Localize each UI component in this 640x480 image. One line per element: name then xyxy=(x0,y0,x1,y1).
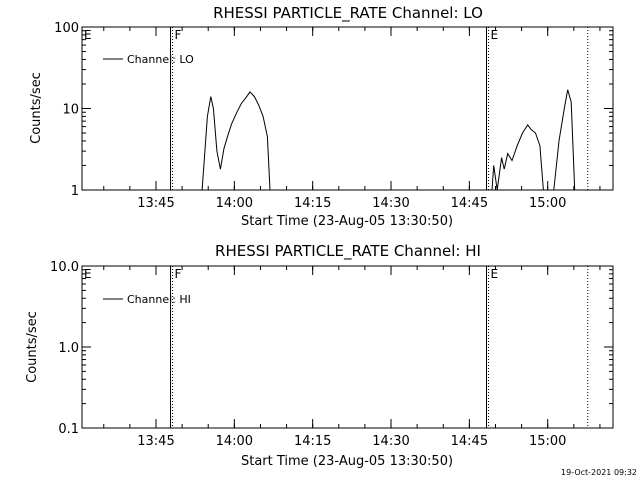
hi-y-tick-label: 0.1 xyxy=(58,422,79,437)
lo-x-axis-label: Start Time (23-Aug-05 13:30:50) xyxy=(241,214,453,229)
hi-y-tick-label: 10.0 xyxy=(50,260,79,275)
hi-marker-label: F xyxy=(175,267,182,281)
lo-legend-label: Channel: LO xyxy=(127,53,194,66)
lo-marker-label: E xyxy=(491,28,499,42)
lo-y-tick-label: 1 xyxy=(71,184,79,199)
lo-marker-label: F xyxy=(175,28,182,42)
lo-x-tick-label: 14:00 xyxy=(216,196,253,211)
lo-plot-frame xyxy=(81,26,614,191)
lo-x-tick-label: 15:00 xyxy=(529,196,566,211)
hi-x-tick-label: 14:45 xyxy=(451,434,488,449)
hi-x-tick-label: 15:00 xyxy=(529,434,566,449)
lo-x-tick-label: 14:30 xyxy=(372,196,409,211)
hi-chart-title: RHESSI PARTICLE_RATE Channel: HI xyxy=(215,242,481,261)
hi-x-axis: 13:45 14:00 14:15 14:30 14:45 15:00 xyxy=(103,266,601,449)
lo-x-tick-label: 13:45 xyxy=(137,196,174,211)
lo-marker-label: E xyxy=(84,28,92,42)
lo-x-tick-label: 14:15 xyxy=(294,196,331,211)
lo-y-axis-label: Counts/sec xyxy=(29,72,44,144)
hi-x-tick-label: 14:15 xyxy=(294,434,331,449)
hi-x-tick-label: 13:45 xyxy=(137,434,174,449)
hi-plot-frame xyxy=(81,265,614,429)
lo-y-tick-label: 10 xyxy=(62,103,79,118)
lo-series-line xyxy=(491,124,544,191)
lo-chart-title: RHESSI PARTICLE_RATE Channel: LO xyxy=(213,4,483,23)
hi-y-axis-label: Counts/sec xyxy=(25,311,40,383)
lo-x-tick-label: 14:45 xyxy=(451,196,488,211)
lo-y-tick-label: 100 xyxy=(54,21,79,36)
lo-series-line xyxy=(201,91,271,191)
lo-y-axis: 1 10 100 xyxy=(54,21,613,199)
hi-legend-label: Channel: HI xyxy=(127,293,191,306)
hi-y-tick-label: 1.0 xyxy=(58,341,79,356)
hi-x-tick-label: 14:00 xyxy=(216,434,253,449)
hi-marker-label: E xyxy=(491,267,499,281)
hi-marker-label: E xyxy=(84,267,92,281)
hi-channel-panel: RHESSI PARTICLE_RATE Channel: HI 13:45 14… xyxy=(25,242,614,469)
lo-channel-panel: RHESSI PARTICLE_RATE Channel: LO 13:45 14… xyxy=(29,4,614,229)
lo-x-axis: 13:45 14:00 14:15 14:30 14:45 15:00 xyxy=(103,27,601,211)
hi-x-tick-label: 14:30 xyxy=(372,434,409,449)
hi-y-axis: 0.1 1.0 10.0 xyxy=(50,260,613,437)
generation-timestamp: 19-Oct-2021 09:32 xyxy=(561,468,637,477)
lo-data-series xyxy=(201,89,576,191)
lo-series-line xyxy=(553,89,576,191)
hi-x-axis-label: Start Time (23-Aug-05 13:30:50) xyxy=(241,454,453,469)
